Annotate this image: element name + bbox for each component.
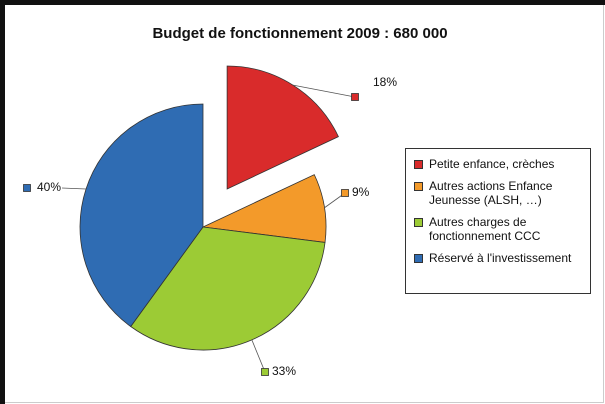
label-marker (23, 184, 31, 192)
legend-swatch (414, 182, 423, 191)
legend-label: Autres actions Enfance Jeunesse (ALSH, …… (429, 179, 553, 207)
leader-line (292, 84, 356, 98)
legend-item: Autres actions Enfance Jeunesse (ALSH, …… (414, 179, 584, 207)
legend-item: Réservé à l'investissement (414, 251, 584, 265)
leader-line (251, 339, 266, 373)
data-label: 33% (272, 364, 296, 378)
legend: Petite enfance, crèches Autres actions En… (405, 148, 591, 294)
legend-swatch (414, 160, 423, 169)
chart-title: Budget de fonctionnement 2009 : 680 000 (152, 25, 447, 42)
legend-swatch (414, 218, 423, 227)
legend-label: Petite enfance, crèches (429, 157, 555, 171)
label-marker (351, 93, 359, 101)
leader-line (61, 187, 87, 190)
data-label: 9% (352, 185, 370, 199)
legend-item: Autres charges de fonctionnement CCC (414, 215, 584, 243)
label-marker (341, 189, 349, 197)
legend-label: Autres charges de fonctionnement CCC (429, 215, 541, 243)
data-label: 18% (373, 75, 397, 89)
legend-item: Petite enfance, crèches (414, 157, 584, 171)
legend-swatch (414, 254, 423, 263)
data-label: 40% (37, 180, 61, 194)
label-marker (261, 368, 269, 376)
legend-label: Réservé à l'investissement (429, 251, 572, 265)
pie-slice (226, 65, 339, 190)
